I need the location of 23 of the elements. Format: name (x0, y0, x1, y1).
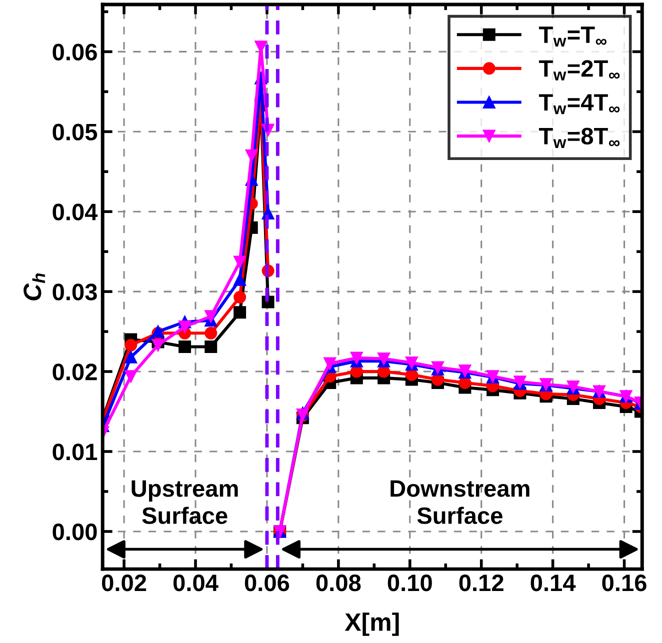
legend-label: T$_{w}$=4T$_{∞}$ (538, 94, 620, 114)
y-tick-label: 0.03 (52, 284, 97, 300)
x-tick-label: 0.16 (602, 574, 646, 592)
y-tick-label: 0.02 (52, 364, 97, 380)
y-tick-label: 0.00 (52, 524, 97, 540)
x-axis-title: X[m] (344, 612, 399, 636)
legend-label: T$_{w}$=T$_{∞}$ (538, 26, 606, 47)
legend-label: T$_{w}$=8T$_{∞}$ (538, 128, 620, 148)
x-tick-label: 0.12 (459, 574, 504, 592)
legend-label: T$_{w}$=2T$_{∞}$ (538, 60, 620, 80)
x-tick-label: 0.06 (244, 574, 290, 592)
y-tick-label: 0.04 (52, 204, 98, 220)
x-tick-label: 0.10 (388, 574, 432, 592)
annotation: Downstream Surface (390, 480, 530, 524)
y-axis-title: C$_{h}$ (24, 273, 45, 300)
x-tick-label: 0.08 (316, 574, 361, 592)
y-tick-label: 0.05 (52, 124, 98, 140)
x-tick-label: 0.14 (530, 574, 576, 592)
annotation: Upstream Surface (132, 480, 238, 524)
y-tick-label: 0.01 (52, 444, 98, 460)
x-tick-label: 0.04 (173, 574, 218, 592)
y-tick-label: 0.06 (52, 44, 97, 60)
x-tick-label: 0.02 (102, 574, 146, 592)
